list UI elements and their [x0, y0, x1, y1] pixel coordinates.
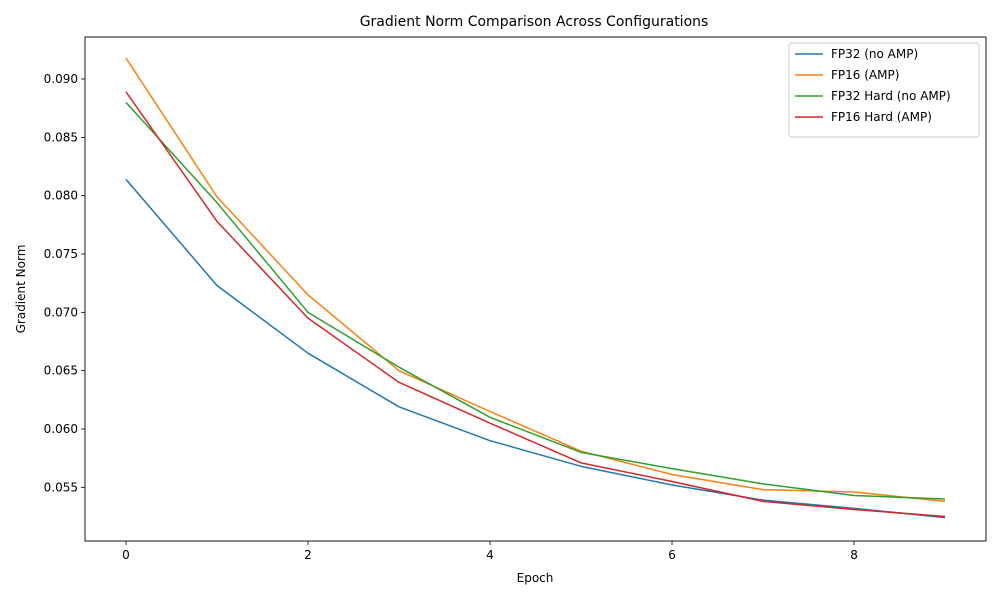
y-tick-label: 0.085 [44, 130, 78, 144]
series-line-3 [125, 101, 946, 500]
plot-frame [84, 36, 987, 542]
series-line-1 [125, 178, 946, 519]
x-tick-label: 8 [850, 548, 858, 562]
legend-entry: FP16 Hard (AMP) [831, 110, 932, 124]
y-tick-label: 0.055 [44, 480, 78, 494]
x-axis-ticks: 0 2 4 6 8 [122, 541, 858, 562]
y-tick-label: 0.080 [44, 189, 78, 203]
x-axis-label: Epoch [517, 571, 554, 585]
x-tick-label: 0 [122, 548, 130, 562]
legend-entry: FP32 Hard (no AMP) [831, 89, 951, 103]
y-tick-label: 0.065 [44, 364, 78, 378]
x-tick-label: 2 [304, 548, 312, 562]
series-line-2 [125, 57, 946, 503]
legend: FP32 (no AMP) FP16 (AMP) FP32 Hard (no AMP… [788, 42, 980, 138]
y-tick-label: 0.070 [44, 305, 78, 319]
legend-entry: FP32 (no AMP) [831, 47, 918, 61]
y-tick-label: 0.075 [44, 247, 78, 261]
y-tick-label: 0.090 [44, 72, 78, 86]
series-line-4 [125, 91, 946, 518]
y-axis-label: Gradient Norm [14, 245, 28, 334]
x-tick-label: 4 [486, 548, 494, 562]
legend-entry: FP16 (AMP) [831, 68, 899, 82]
y-axis-ticks: 0.055 0.060 0.065 0.070 0.075 0.080 0.085 0.090 [44, 72, 85, 494]
chart-title: Gradient Norm Comparison Across Configur… [360, 14, 709, 30]
series-lines [125, 57, 946, 519]
x-tick-label: 6 [668, 548, 676, 562]
legend-frame [788, 42, 980, 138]
y-tick-label: 0.060 [44, 422, 78, 436]
